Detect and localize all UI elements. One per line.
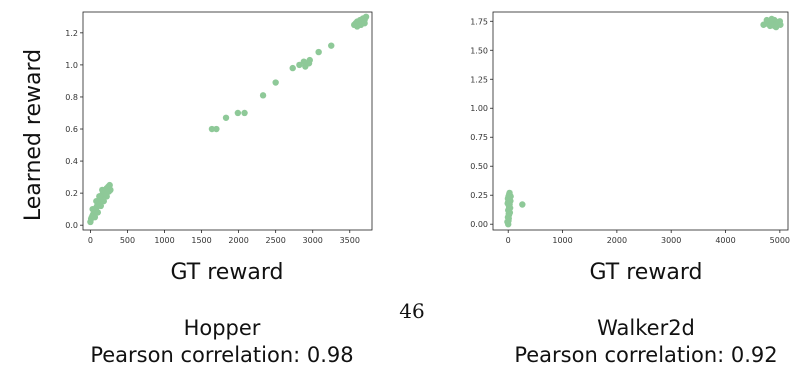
x-tick-label: 0	[506, 236, 511, 245]
data-point	[222, 114, 230, 121]
caption-correlation: Pearson correlation: 0.98	[90, 343, 353, 367]
caption-correlation: Pearson correlation: 0.92	[514, 343, 777, 367]
x-tick-label: 5000	[770, 236, 790, 245]
y-tick-label: 0.25	[470, 191, 488, 200]
chart-walker2d: 0.00 0.25 0.50 0.75 1.00 1.25 1.50 1.75 0 1000 20…	[470, 11, 790, 367]
data-point	[100, 197, 107, 205]
data-point	[213, 125, 220, 133]
plot-frame	[492, 11, 789, 231]
data-point	[306, 56, 313, 64]
y-ticks: 0.00 0.25 0.50 0.75 1.00 1.25 1.50 1.75	[470, 17, 493, 229]
x-tick-label: 3000	[661, 236, 681, 245]
data-point	[505, 198, 512, 206]
data-point	[89, 205, 96, 213]
data-point	[296, 61, 303, 69]
caption-env: Hopper	[184, 316, 261, 340]
y-ticks: 0.0 0.2 0.4 0.6 0.8 1.0 1.2	[65, 29, 83, 230]
data-point	[105, 188, 113, 195]
y-tick-label: 1.75	[470, 17, 488, 26]
x-tick-label: 1000	[154, 236, 174, 245]
x-ticks: 0 1000 2000 3000 4000 5000	[506, 230, 790, 245]
data-point	[362, 13, 370, 21]
x-tick-label: 2000	[228, 236, 248, 245]
caption-env: Walker2d	[597, 316, 695, 340]
x-axis-label: GT reward	[171, 260, 284, 285]
data-point	[519, 201, 526, 208]
plot-frame	[82, 11, 373, 231]
data-point	[768, 15, 775, 23]
x-tick-label: 0	[88, 236, 93, 245]
x-tick-label: 500	[120, 236, 135, 245]
data-point	[361, 20, 368, 27]
data-point	[272, 79, 279, 86]
x-tick-label: 1500	[191, 236, 211, 245]
data-point	[300, 58, 308, 65]
points	[87, 13, 370, 226]
y-tick-label: 0.0	[65, 221, 78, 230]
chart-hopper: 0.0 0.2 0.4 0.6 0.8 1.0 1.2 0 500 1000 1500 2000 25…	[65, 11, 373, 367]
data-point	[777, 21, 784, 28]
data-point	[315, 48, 322, 56]
y-tick-label: 0.6	[65, 125, 78, 134]
data-point	[91, 213, 99, 221]
y-tick-label: 0.2	[65, 189, 78, 198]
y-tick-label: 1.00	[470, 104, 488, 113]
y-tick-label: 0.50	[470, 162, 488, 171]
x-tick-label: 2500	[265, 236, 285, 245]
y-tick-label: 0.8	[65, 93, 78, 102]
y-tick-label: 1.0	[65, 61, 78, 70]
data-point	[505, 211, 513, 219]
x-tick-label: 4000	[715, 236, 735, 245]
data-point	[259, 92, 267, 99]
y-tick-label: 0.75	[470, 133, 488, 142]
data-point	[94, 209, 102, 216]
data-point	[241, 109, 248, 117]
x-axis-label: GT reward	[590, 260, 703, 285]
x-tick-label: 3500	[340, 236, 360, 245]
data-point	[93, 197, 100, 205]
y-tick-label: 1.2	[65, 29, 78, 38]
data-point	[507, 193, 514, 200]
data-point	[208, 125, 216, 133]
data-point	[234, 109, 242, 117]
x-tick-label: 1000	[552, 236, 572, 245]
data-point	[106, 181, 113, 189]
data-point	[97, 202, 104, 210]
data-point	[96, 193, 103, 200]
y-tick-label: 1.25	[470, 75, 488, 84]
points	[504, 15, 784, 228]
y-tick-label: 0.00	[470, 220, 488, 229]
x-ticks: 0 500 1000 1500 2000 2500 3000 3500	[88, 230, 360, 245]
data-point	[771, 22, 778, 30]
data-point	[763, 16, 771, 24]
y-tick-label: 1.50	[470, 46, 488, 55]
data-point	[289, 64, 296, 72]
x-tick-label: 2000	[607, 236, 627, 245]
shared-ylabel: Learned reward	[21, 49, 46, 221]
y-tick-label: 0.4	[65, 157, 78, 166]
page-number: 46	[399, 299, 424, 323]
data-point	[328, 42, 335, 49]
x-tick-label: 3000	[303, 236, 323, 245]
